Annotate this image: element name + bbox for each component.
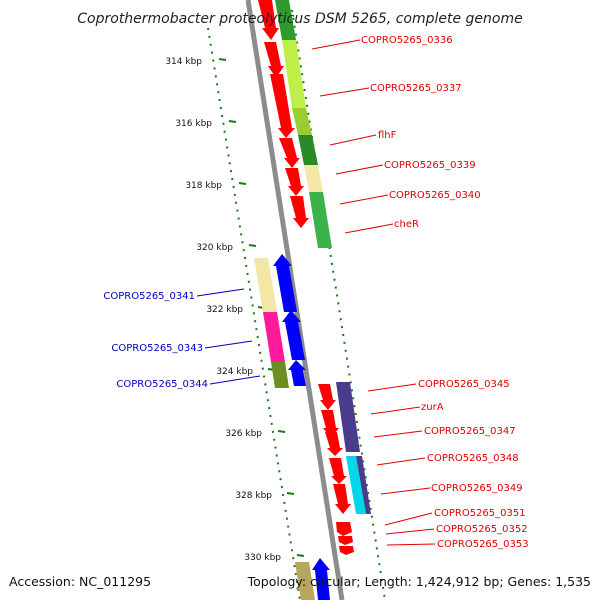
cds-arrow (333, 484, 351, 514)
map-title: Coprothermobacter proteolyticus DSM 5265… (77, 11, 522, 27)
genome-backbone (245, 0, 345, 600)
gene-label[interactable]: COPRO5265_0343 (111, 343, 203, 354)
cds-arrow (329, 458, 347, 484)
forward-feature-track (275, 0, 332, 248)
gene-label[interactable]: COPRO5265_0348 (427, 453, 519, 464)
accession-text: Accession: NC_011295 (9, 574, 151, 589)
gene-label[interactable]: COPRO5265_0351 (434, 508, 526, 519)
inner-dotted-track (207, 27, 301, 600)
feature-block (263, 312, 285, 362)
cds-arrow (273, 254, 297, 312)
feature-block (271, 362, 289, 388)
gene-label[interactable]: COPRO5265_0341 (103, 291, 195, 302)
feature-block (298, 135, 318, 165)
cds-arrow (339, 546, 354, 555)
ruler-label: 328 kbp (235, 491, 272, 501)
cds-arrow (336, 522, 352, 536)
cds-arrow (290, 196, 309, 228)
gene-label[interactable]: COPRO5265_0344 (116, 379, 208, 390)
forward-labels: COPRO5265_0336 COPRO5265_0337 flhF COPRO… (361, 35, 529, 550)
gene-label[interactable]: COPRO5265_0340 (389, 190, 481, 201)
ruler-label: 324 kbp (216, 367, 253, 377)
cds-arrow (321, 410, 339, 438)
cds-arrow (264, 42, 284, 78)
lower-cds-arrows (318, 384, 354, 555)
ruler-label: 320 kbp (196, 243, 233, 253)
reverse-feature-track (254, 258, 289, 388)
cds-arrow (270, 74, 295, 138)
forward-leader-lines (311, 39, 436, 546)
lower-feature-track (336, 382, 371, 514)
ruler-ticks (218, 58, 305, 557)
gene-label[interactable]: cheR (394, 219, 419, 230)
feature-block (275, 0, 296, 40)
feature-block (254, 258, 277, 312)
ruler-labels: 314 kbp 316 kbp 318 kbp 320 kbp 322 kbp … (165, 57, 281, 563)
feature-block (304, 165, 323, 192)
ruler-label: 318 kbp (185, 181, 222, 191)
reverse-leader-lines (196, 288, 261, 385)
gene-label[interactable]: COPRO5265_0353 (437, 539, 529, 550)
cds-arrow (318, 384, 336, 410)
feature-block (292, 108, 312, 135)
gene-label[interactable]: COPRO5265_0347 (424, 426, 516, 437)
feature-block (356, 456, 371, 514)
feature-block (346, 456, 366, 514)
gene-label[interactable]: COPRO5265_0352 (436, 524, 528, 535)
cds-arrow (282, 310, 305, 360)
outer-dotted-track (291, 9, 386, 600)
ruler-label: 316 kbp (175, 119, 212, 129)
gene-label[interactable]: COPRO5265_0337 (370, 83, 462, 94)
cds-arrow (279, 138, 300, 168)
feature-block (295, 562, 315, 600)
cds-arrow (338, 536, 353, 545)
gene-label[interactable]: COPRO5265_0345 (418, 379, 510, 390)
feature-block (309, 192, 332, 248)
feature-block (336, 382, 360, 452)
cds-arrow (258, 0, 279, 40)
ruler-label: 314 kbp (165, 57, 202, 67)
ruler-label: 322 kbp (206, 305, 243, 315)
feature-block (282, 40, 306, 108)
gene-label[interactable]: COPRO5265_0349 (431, 483, 523, 494)
gene-label[interactable]: COPRO5265_0339 (384, 160, 476, 171)
cds-arrow (312, 558, 330, 600)
cds-arrow (285, 168, 304, 196)
forward-cds-arrows (258, 0, 309, 228)
genome-summary: Topology: circular; Length: 1,424,912 bp… (247, 574, 591, 589)
cds-arrow (288, 360, 306, 386)
ruler-label: 330 kbp (244, 553, 281, 563)
gene-label[interactable]: zurA (421, 402, 444, 413)
reverse-labels: COPRO5265_0341 COPRO5265_0343 COPRO5265_… (103, 291, 208, 390)
gene-label[interactable]: flhF (378, 130, 397, 141)
gene-label[interactable]: COPRO5265_0336 (361, 35, 453, 46)
cds-arrow (325, 432, 343, 456)
reverse-cds-arrows (273, 254, 306, 386)
ruler-label: 326 kbp (225, 429, 262, 439)
